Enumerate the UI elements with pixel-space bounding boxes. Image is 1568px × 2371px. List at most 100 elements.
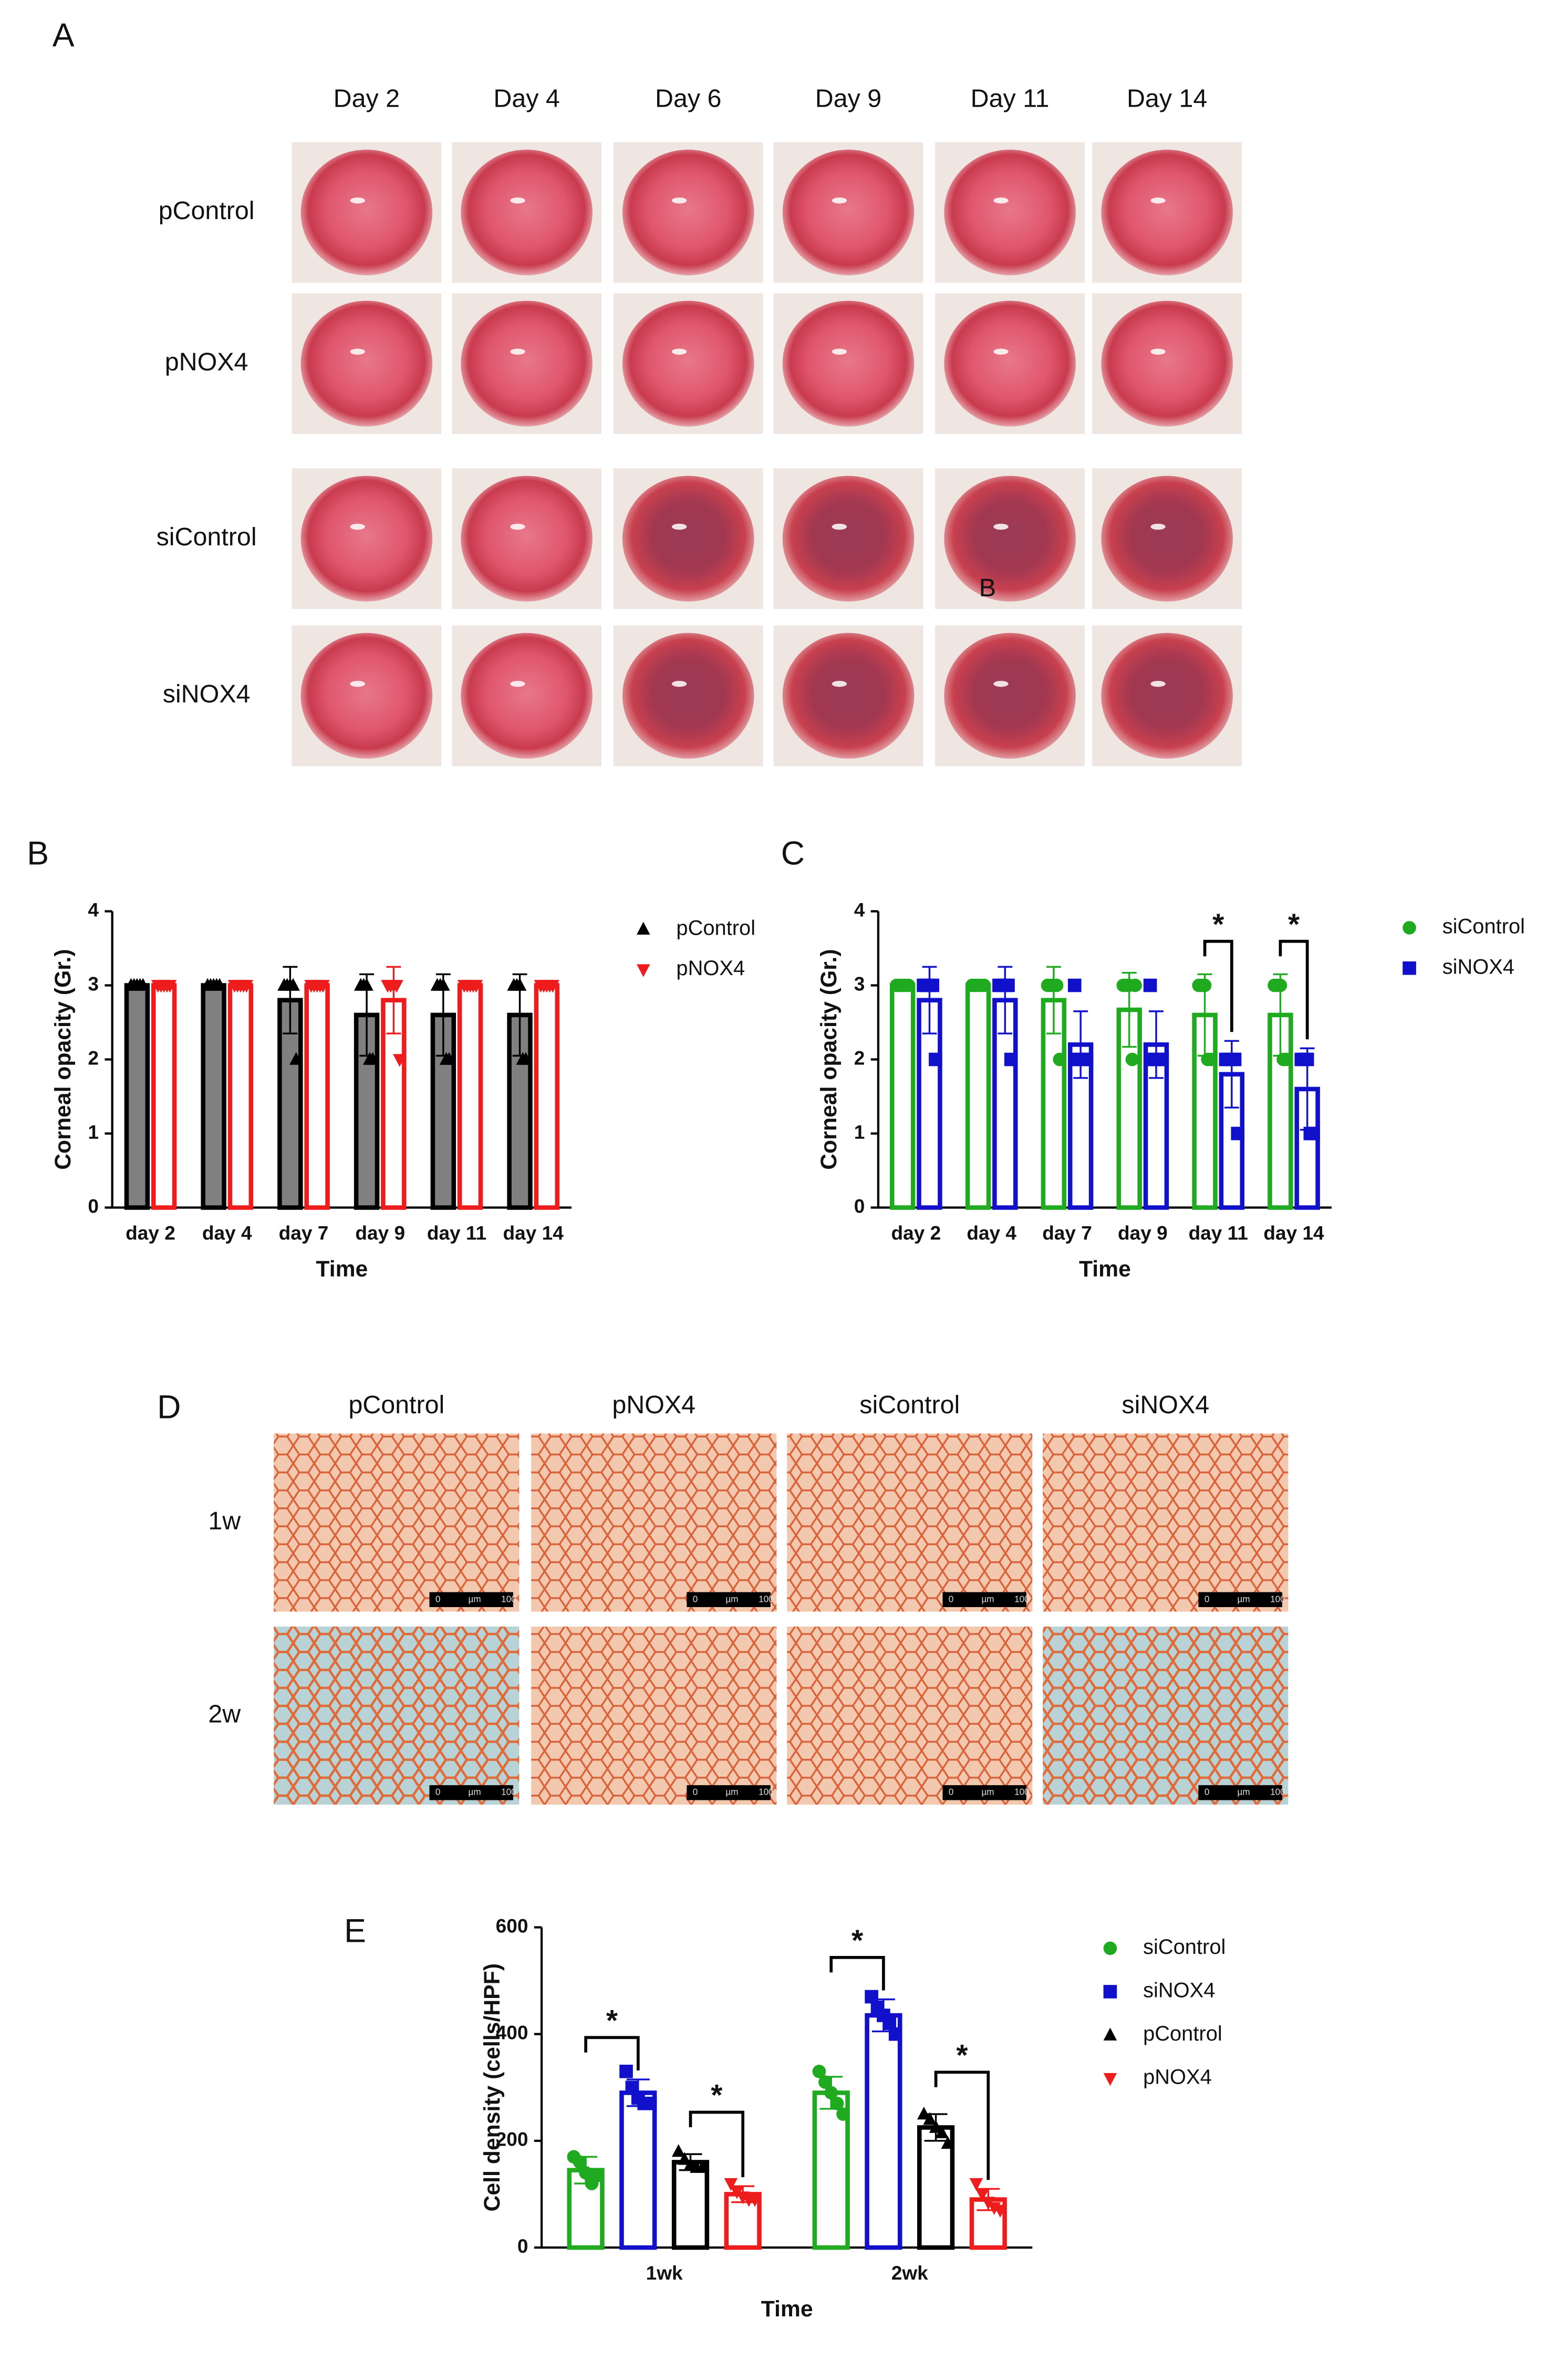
- row-label: pNOX4: [165, 348, 248, 376]
- scale-bar-label: µm: [981, 1787, 994, 1797]
- bar: [534, 983, 560, 1210]
- eye: [1101, 149, 1233, 276]
- eye: [782, 633, 915, 759]
- scale-bar-label: µm: [981, 1594, 994, 1604]
- scale-bar: 0 µm 100: [1198, 1785, 1285, 1800]
- data-point: [1004, 1052, 1018, 1067]
- scale-bar-label: 0: [435, 1787, 441, 1797]
- error-bar: [1073, 1010, 1088, 1079]
- data-point: [941, 2136, 955, 2149]
- eye: [944, 149, 1076, 276]
- data-point: [1306, 1126, 1320, 1141]
- y-tick-label: 4: [88, 898, 99, 920]
- eye-glint: [671, 523, 687, 530]
- panel-label: B: [27, 835, 49, 872]
- eye-glint: [510, 197, 525, 204]
- data-point: [240, 980, 254, 993]
- data-point: [442, 1052, 456, 1065]
- error-bar: [819, 2076, 843, 2110]
- eye-glint: [350, 348, 365, 355]
- micrograph: [1043, 1627, 1289, 1805]
- scale-bar-label: 0: [1204, 1594, 1210, 1604]
- column-header: pControl: [348, 1391, 444, 1419]
- scale-bar-label: 0: [435, 1594, 441, 1604]
- data-point: [969, 2178, 983, 2191]
- data-point: [929, 1052, 942, 1067]
- y-tick-label: 4: [854, 898, 865, 920]
- bar: [304, 983, 330, 1210]
- data-point: [926, 978, 940, 992]
- data-point: [213, 978, 226, 991]
- scale-bar: 0 µm 100: [429, 1592, 516, 1607]
- data-point: [316, 980, 330, 993]
- legend-marker: [1103, 2027, 1117, 2041]
- x-tick-label: day 14: [503, 1222, 564, 1244]
- data-point: [818, 2075, 832, 2089]
- error-bar: [731, 2185, 755, 2203]
- y-tick-label: 2: [854, 1047, 865, 1069]
- data-point: [519, 1052, 533, 1065]
- legend-marker: [636, 922, 650, 935]
- data-point: [830, 2096, 844, 2110]
- data-point: [392, 1054, 407, 1067]
- eye-glint: [671, 348, 687, 355]
- scale-bar-label: µm: [1238, 1787, 1250, 1797]
- data-point: [917, 2106, 931, 2120]
- error-bar: [574, 2156, 598, 2184]
- y-tick-label: 400: [496, 2021, 528, 2043]
- y-tick-label: 0: [517, 2235, 528, 2257]
- micrograph: [274, 1433, 520, 1612]
- significance-bracket: [934, 2070, 990, 2180]
- column-header: Day 11: [971, 85, 1050, 113]
- error-bar: [1273, 973, 1288, 1057]
- error-bar: [435, 973, 451, 1057]
- scale-bar-label: 100: [1270, 1787, 1285, 1797]
- significance-bracket: [1279, 939, 1309, 1040]
- significance-bracket: [689, 2110, 745, 2178]
- x-tick-label: day 2: [126, 1222, 175, 1244]
- data-point: [1079, 1052, 1094, 1067]
- data-point: [1053, 1052, 1067, 1067]
- data-point: [1128, 978, 1142, 992]
- y-axis-title: Cell density (cells/HPF): [480, 1963, 505, 2211]
- legend-label: pControl: [1143, 2022, 1222, 2045]
- scale-bar-label: µm: [725, 1787, 738, 1797]
- data-point: [289, 1052, 303, 1065]
- legend-label: siNOX4: [1143, 1979, 1215, 2002]
- error-bar: [679, 2153, 702, 2171]
- scale-bar-label: 100: [1014, 1787, 1030, 1797]
- data-point: [1279, 1052, 1293, 1067]
- eye-glint: [832, 680, 847, 687]
- eye: [944, 301, 1076, 427]
- data-point: [888, 2027, 902, 2041]
- data-point: [366, 1052, 380, 1065]
- data-point: [1067, 978, 1082, 992]
- eye-glint: [671, 680, 687, 687]
- legend-label: siControl: [1442, 915, 1525, 938]
- y-tick-label: 200: [496, 2128, 528, 2150]
- error-bar: [386, 966, 401, 1034]
- eye-glint: [832, 197, 847, 204]
- data-point: [1204, 1052, 1218, 1067]
- significance-label: *: [1212, 907, 1224, 941]
- bar: [812, 2090, 850, 2250]
- eye: [944, 475, 1076, 602]
- eye: [622, 475, 754, 602]
- eye-glint: [510, 348, 525, 355]
- eye: [461, 475, 593, 602]
- bar: [917, 998, 942, 1210]
- legend-label: pControl: [676, 916, 755, 939]
- scale-bar-box: [1198, 1592, 1282, 1607]
- y-tick-label: 600: [496, 1914, 528, 1937]
- significance-label: *: [1288, 907, 1300, 941]
- y-tick-label: 1: [854, 1121, 865, 1143]
- scale-bar-label: 0: [693, 1594, 698, 1604]
- x-tick-label: day 2: [891, 1222, 941, 1244]
- panel-label: E: [344, 1912, 366, 1949]
- micrograph: [531, 1433, 777, 1612]
- y-axis-title: Corneal opacity (Gr.): [50, 949, 76, 1169]
- scale-bar-label: 100: [501, 1594, 516, 1604]
- data-point: [923, 2112, 937, 2125]
- scale-bar: 0 µm 100: [429, 1785, 516, 1800]
